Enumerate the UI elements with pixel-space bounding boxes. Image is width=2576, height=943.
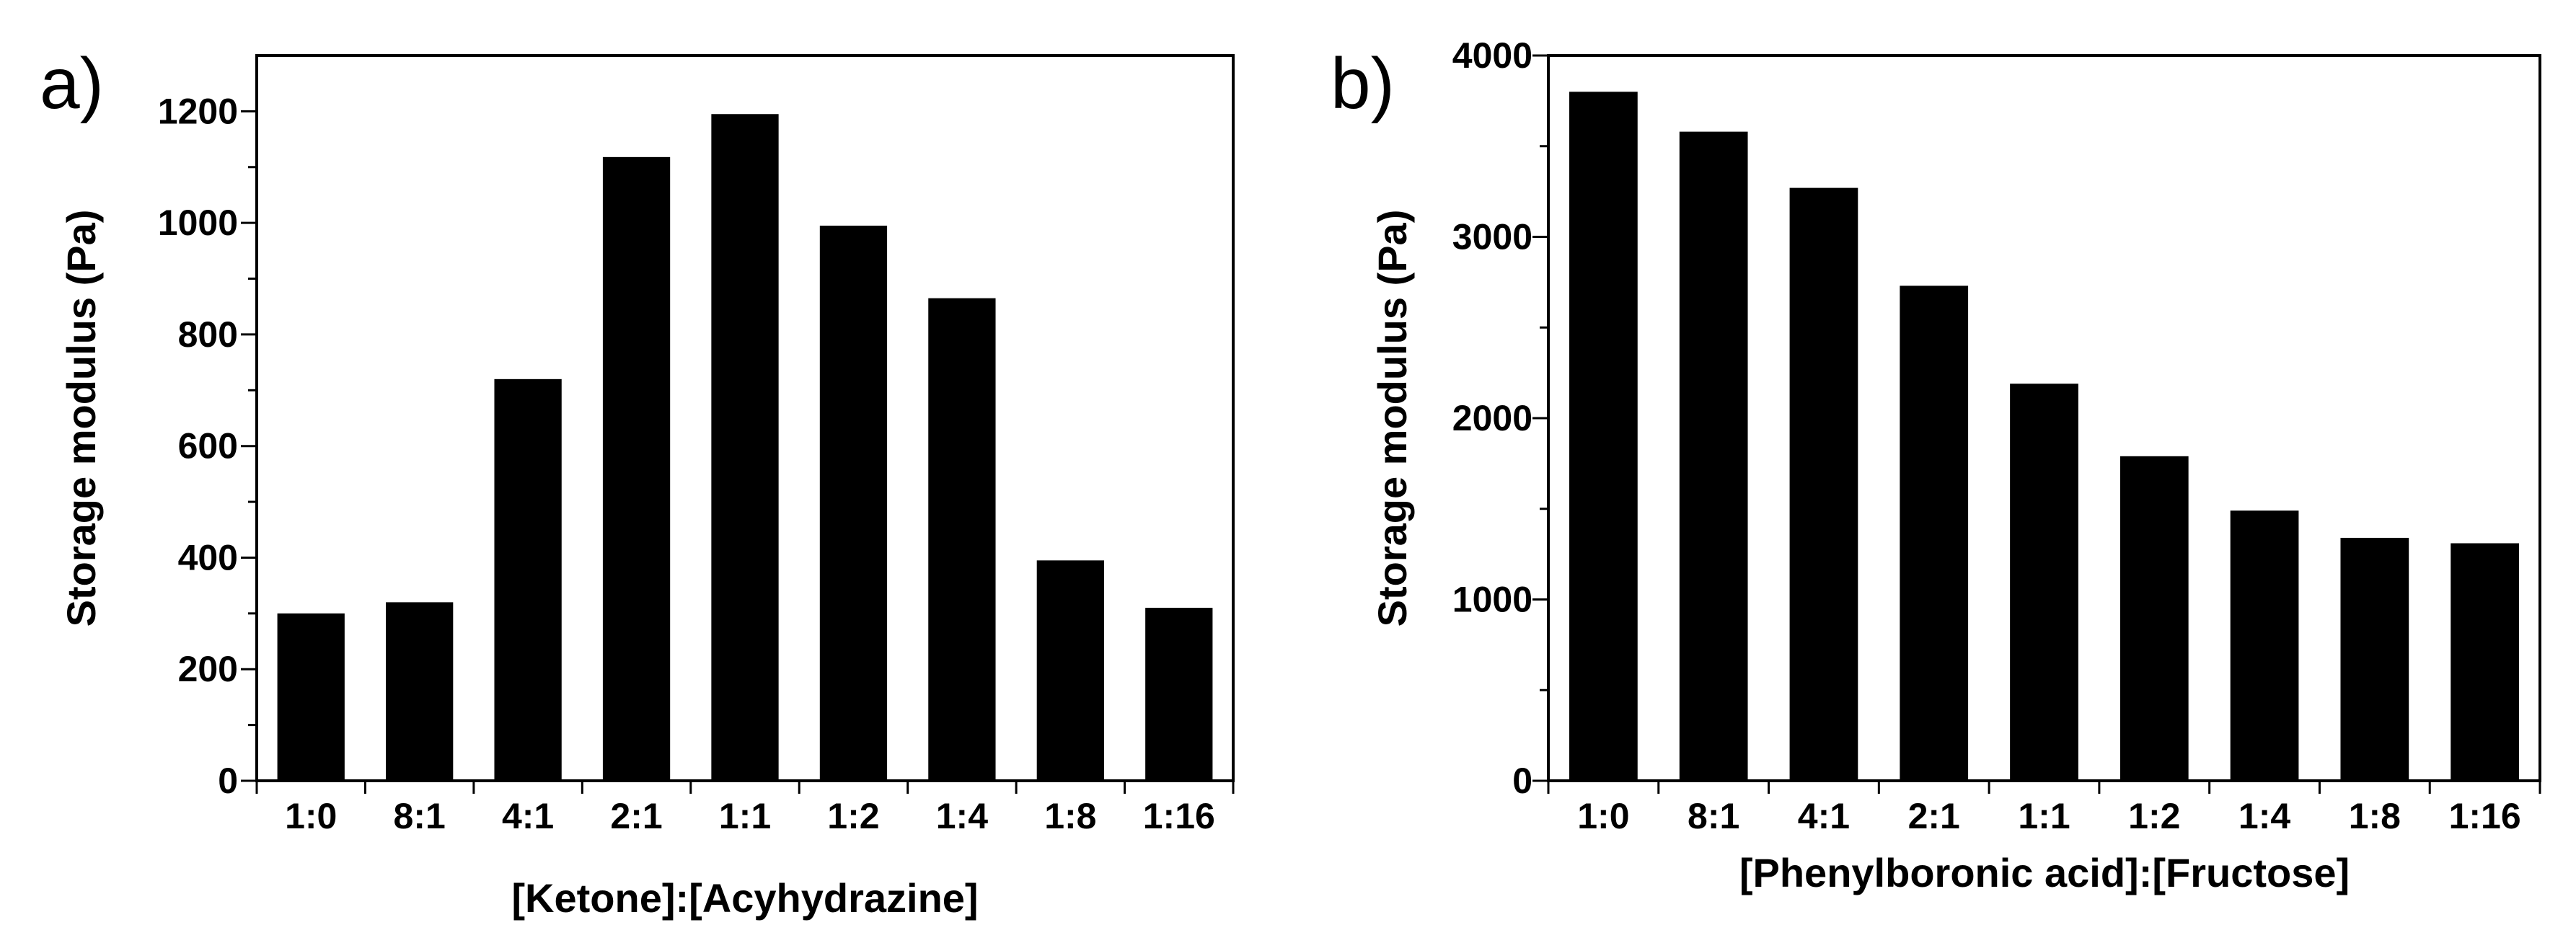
y-tick-label: 400 [178, 537, 238, 577]
bar-2-1 [1900, 285, 1969, 781]
x-tick-label: 1:8 [1044, 796, 1096, 836]
bar-1-4 [2230, 510, 2299, 781]
x-tick-label: 1:16 [2449, 796, 2521, 836]
x-tick-label: 1:4 [2238, 796, 2290, 836]
x-tick-label: 8:1 [1688, 796, 1739, 836]
bar-1-1 [2010, 384, 2078, 781]
bar-1-0 [1569, 92, 1638, 782]
y-tick-label: 800 [178, 314, 238, 355]
panel-b: 1:0 8:1 4:1 2:1 1:1 1:2 1:4 1:8 1:16 0 1000 2000 300… [1331, 35, 2541, 895]
x-tick-label: 1:1 [2018, 796, 2070, 836]
bar-1-2 [819, 226, 888, 781]
bar-4-1 [1789, 187, 1858, 782]
x-tick-label: 1:0 [285, 796, 337, 836]
x-tick-label: 4:1 [502, 796, 554, 836]
y-tick-label: 0 [1512, 761, 1532, 801]
x-tick-label: 4:1 [1798, 796, 1850, 836]
bar-1-8 [1036, 560, 1104, 781]
bar-8-1 [386, 602, 454, 781]
bar-1-0 [277, 613, 345, 781]
y-tick-label: 1000 [158, 203, 238, 243]
y-axis-title: Storage modulus (Pa) [1369, 210, 1415, 627]
x-tick-label: 1:0 [1577, 796, 1629, 836]
bar-1-2 [2120, 456, 2189, 781]
bar-1-4 [928, 298, 996, 782]
bar-2-1 [602, 156, 671, 782]
y-axis-title: Storage modulus (Pa) [58, 210, 104, 627]
panel-letter: b) [1331, 43, 1395, 124]
bar-4-1 [494, 378, 562, 781]
x-tick-label: 2:1 [1908, 796, 1960, 836]
x-tick-label: 1:2 [827, 796, 879, 836]
x-tick-label: 1:1 [719, 796, 771, 836]
y-tick-label: 3000 [1452, 217, 1532, 257]
y-tick-label: 600 [178, 426, 238, 466]
bar-8-1 [1679, 131, 1748, 781]
y-tick-label: 200 [178, 649, 238, 689]
y-tick-label: 1200 [158, 91, 238, 131]
bar-1-1 [711, 114, 779, 781]
x-tick-label: 8:1 [394, 796, 446, 836]
x-tick-label: 1:8 [2349, 796, 2401, 836]
x-axis-title: [Ketone]:[Acyhydrazine] [511, 875, 978, 921]
bar-1-16 [1145, 608, 1213, 781]
y-tick-label: 0 [218, 761, 238, 801]
x-tick-label: 1:16 [1143, 796, 1215, 836]
x-tick-label: 2:1 [610, 796, 662, 836]
y-tick-label: 1000 [1452, 580, 1532, 620]
panel-a: 1:0 8:1 4:1 2:1 1:1 1:2 1:4 1:8 1:16 0 200 400 600 80… [40, 43, 1235, 921]
bar-1-16 [2451, 543, 2519, 781]
x-tick-label: 1:4 [936, 796, 988, 836]
x-axis-title: [Phenylboronic acid]:[Fructose] [1739, 850, 2350, 895]
y-tick-label: 2000 [1452, 398, 1532, 438]
y-tick-label: 4000 [1452, 35, 1532, 76]
bar-1-8 [2340, 537, 2409, 781]
panel-letter: a) [40, 43, 104, 124]
x-tick-label: 1:2 [2128, 796, 2180, 836]
